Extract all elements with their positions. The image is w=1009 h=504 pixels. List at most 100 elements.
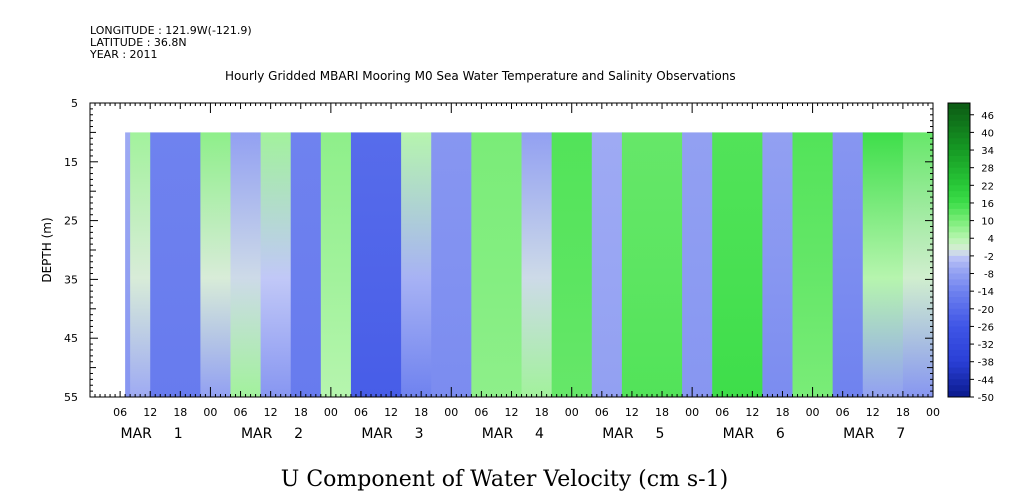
heatmap-column: [350, 132, 402, 397]
heatmap-column: [431, 132, 472, 397]
colorbar-cell: [948, 150, 970, 157]
x-tick-label: 06: [474, 406, 488, 419]
heatmap-column: [150, 132, 201, 397]
heatmap-column: [230, 132, 262, 397]
heatmap-column: [130, 132, 151, 397]
heatmap-column: [591, 132, 623, 397]
x-day-label: 6: [776, 426, 785, 442]
heatmap-column: [320, 132, 352, 397]
colorbar-cell: [948, 267, 970, 275]
colorbar-label: -44: [978, 375, 994, 386]
x-tick-label: 12: [384, 406, 398, 419]
x-tick-label: 00: [203, 406, 217, 419]
heatmap-column: [471, 132, 523, 397]
colorbar-cell: [948, 161, 970, 169]
x-tick-label: 18: [414, 406, 428, 419]
colorbar-cell: [948, 214, 970, 222]
x-tick-label: 18: [655, 406, 669, 419]
x-tick-label: 06: [354, 406, 368, 419]
colorbar-label: -2: [984, 252, 994, 263]
heatmap-column: [200, 132, 232, 397]
y-tick-label: 55: [64, 391, 78, 404]
colorbar-label: 16: [981, 199, 994, 210]
colorbar-label: -32: [978, 340, 994, 351]
colorbar-cell: [948, 108, 970, 116]
x-day-label: 5: [655, 426, 664, 442]
y-axis-label: DEPTH (m): [40, 217, 54, 282]
colorbar-label: 4: [988, 234, 994, 245]
x-day-label: 4: [535, 426, 544, 442]
colorbar-cell: [948, 114, 970, 122]
colorbar-label: 34: [981, 146, 994, 157]
heatmap-column: [551, 132, 593, 397]
x-month-label: MAR: [602, 426, 634, 442]
colorbar-label: -38: [978, 358, 994, 369]
colorbar-cell: [948, 179, 970, 186]
x-tick-label: 12: [745, 406, 759, 419]
x-tick-label: 18: [173, 406, 187, 419]
x-tick-label: 00: [565, 406, 579, 419]
x-month-label: MAR: [121, 426, 153, 442]
heatmap-column: [682, 132, 713, 397]
x-month-label: MAR: [361, 426, 393, 442]
heatmap-column: [290, 132, 322, 397]
heatmap-cells: [125, 132, 934, 397]
x-month-label: MAR: [482, 426, 514, 442]
colorbar-cell: [948, 167, 970, 175]
colorbar-cell: [948, 302, 970, 310]
colorbar-cell: [948, 308, 970, 316]
x-tick-label: 06: [715, 406, 729, 419]
colorbar-cell: [948, 391, 970, 398]
colorbar-cell: [948, 291, 970, 298]
dataset-title: Hourly Gridded MBARI Mooring M0 Sea Wate…: [225, 69, 736, 83]
colorbar-cell: [948, 244, 970, 251]
x-tick-label: 18: [896, 406, 910, 419]
x-tick-label: 18: [775, 406, 789, 419]
colorbar-label: 40: [981, 128, 994, 139]
colorbar-cell: [948, 279, 970, 286]
colorbar-cell: [948, 226, 970, 233]
colorbar-cell: [948, 349, 970, 357]
heatmap-column: [832, 132, 864, 397]
colorbar-cell: [948, 155, 970, 163]
colorbar-cell: [948, 255, 970, 263]
colorbar-cell: [948, 191, 970, 198]
x-tick-label: 18: [535, 406, 549, 419]
colorbar-cell: [948, 238, 970, 245]
colorbar-cell: [948, 361, 970, 369]
x-day-label: 1: [174, 426, 183, 442]
x-month-label: MAR: [241, 426, 273, 442]
colorbar-cell: [948, 138, 970, 145]
heatmap-column: [621, 132, 683, 397]
colorbar-cell: [948, 220, 970, 227]
colorbar-cell: [948, 332, 970, 339]
colorbar-cell: [948, 385, 970, 392]
colorbar-cell: [948, 344, 970, 351]
colorbar: 46 40 34 28 22 16 10 4 -2 -8 -14 -20 -26 -32 -38 -44 -50: [947, 102, 994, 404]
x-tick-label: 06: [836, 406, 850, 419]
y-tick-label: 15: [64, 156, 78, 169]
longitude-label: LONGITUDE : 121.9W(-121.9): [90, 24, 252, 37]
colorbar-cell: [948, 379, 970, 386]
y-tick-label: 25: [64, 215, 78, 228]
colorbar-cell: [948, 373, 970, 380]
x-tick-label: 00: [926, 406, 940, 419]
x-day-label: 7: [896, 426, 905, 442]
heatmap-column: [792, 132, 834, 397]
x-tick-label: 12: [625, 406, 639, 419]
y-tick-label: 45: [64, 332, 78, 345]
colorbar-frame: [947, 102, 971, 398]
latitude-label: LATITUDE : 36.8N: [90, 36, 187, 49]
colorbar-label: -14: [978, 287, 994, 298]
colorbar-label: -8: [984, 270, 994, 281]
y-axis: 5 15 25 35 45 55: [64, 97, 933, 404]
colorbar-label: -50: [978, 393, 994, 404]
colorbar-cell: [948, 338, 970, 345]
colorbar-label: -20: [978, 305, 994, 316]
heatmap-column: [260, 132, 292, 397]
year-label: YEAR : 2011: [90, 48, 158, 61]
colorbar-cell: [948, 261, 970, 269]
colorbar-cell: [948, 367, 970, 374]
y-tick-label: 35: [64, 273, 78, 286]
colorbar-cell: [948, 355, 970, 363]
